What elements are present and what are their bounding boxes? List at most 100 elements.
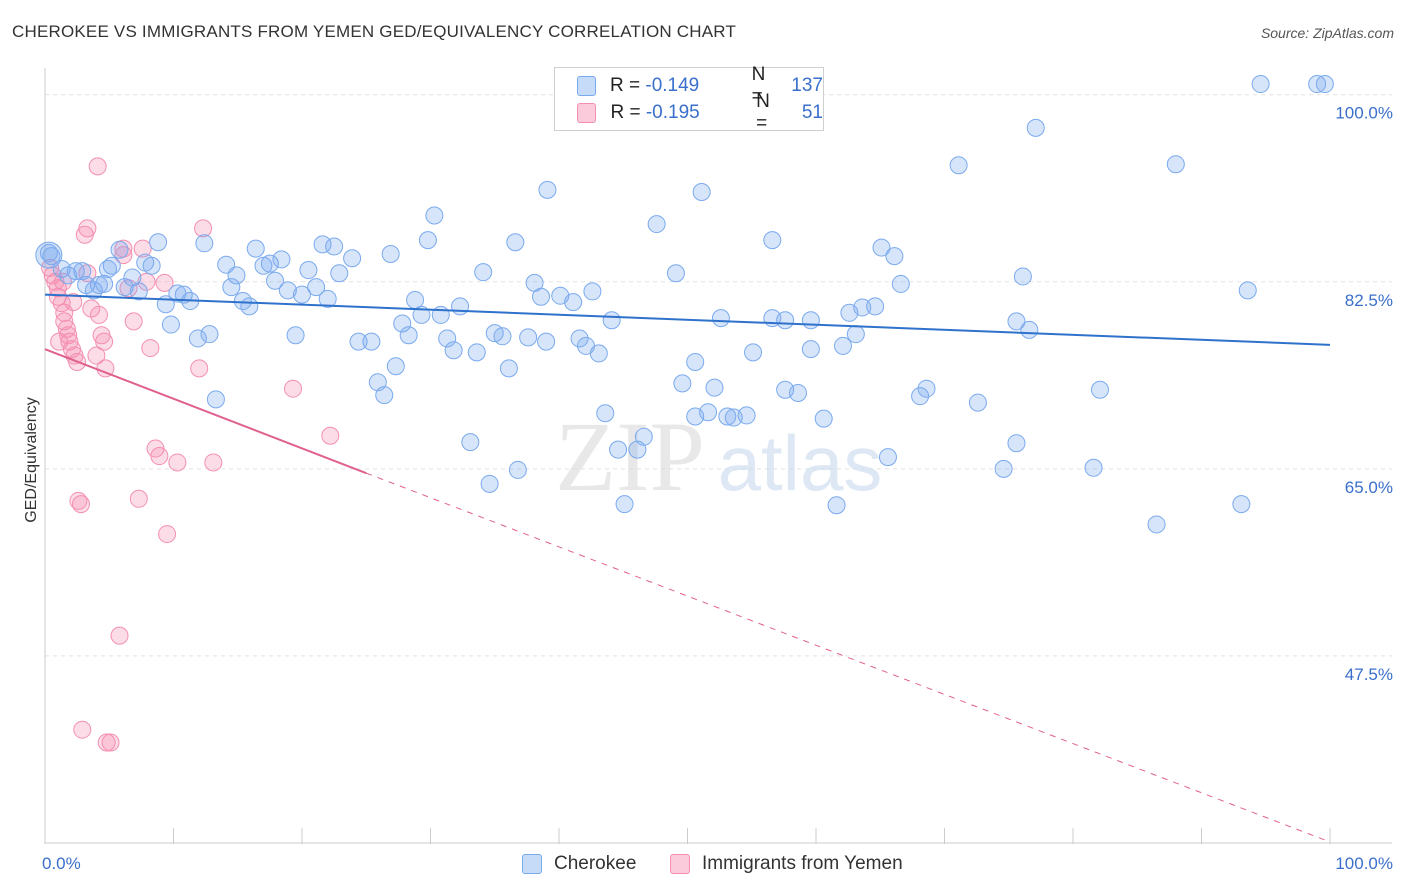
yemen-point-27 [101,733,120,752]
cherokee-point-135 [1232,495,1251,514]
cherokee-point-22 [174,285,193,304]
yemen-point-42 [194,219,213,238]
cherokee-point-132 [1090,380,1109,399]
yemen-point-9 [59,326,78,345]
cherokee-point-111 [827,496,846,515]
cherokee-point-75 [532,287,551,306]
yemen-point-49 [64,293,83,312]
cherokee-point-48 [349,332,368,351]
cherokee-point-41 [299,261,318,280]
yemen-point-19 [82,299,101,318]
cherokee-point-134 [1166,155,1185,174]
legend-r-yemen: R = -0.195 [610,102,756,124]
cherokee-point-124 [968,393,987,412]
yemen-point-14 [69,491,88,510]
cherokee-point-62 [444,341,463,360]
cherokee-point-5 [73,262,92,281]
yemen-point-32 [129,489,148,508]
legend-r-label: R = [609,75,641,96]
yemen-point-48 [50,332,69,351]
cherokee-trend-line [44,293,1331,346]
cherokee-point-35 [260,254,279,273]
yemen-point-16 [73,720,92,739]
cherokee-point-122 [917,379,936,398]
cherokee-point-98 [711,309,730,328]
cherokee-point-59 [425,206,444,225]
cherokee-point-51 [375,386,394,405]
cherokee-point-44 [318,289,337,308]
cherokee-point-123 [949,156,968,175]
cherokee-point-128 [1013,267,1032,286]
legend-r-cherokee: R = -0.149 [610,75,752,97]
cherokee-point-93 [686,352,705,371]
legend-swatch-yemen [577,103,597,123]
cherokee-point-29 [222,278,241,297]
yemen-point-37 [150,447,169,466]
cherokee-point-99 [718,407,737,426]
cherokee-point-133 [1147,515,1166,534]
cherokee-point-76 [537,332,556,351]
cherokee-point-79 [564,293,583,312]
axes [44,68,1392,844]
cherokee-point-64 [461,433,480,452]
cherokee-point-117 [872,238,891,257]
cherokee-point-82 [583,282,602,301]
yemen-trend-line [44,348,367,475]
cherokee-point-46 [330,264,349,283]
legend-n-value: 137 [791,75,823,96]
cherokee-point-30 [227,266,246,285]
cherokee-point-0 [39,243,58,262]
cherokee-point-130 [1026,118,1045,137]
cherokee-point-102 [744,343,763,362]
yemen-point-24 [95,332,114,351]
watermark: ZIP atlas [555,401,882,512]
y-tick-label-1: 82.5% [1345,291,1393,310]
yemen-point-46 [78,219,97,238]
correlation-legend: R = -0.149 N = 137 R = -0.195 N = 51 [554,64,824,134]
cherokee-point-118 [878,448,897,467]
yemen-point-43 [204,453,223,472]
cherokee-point-110 [814,409,833,428]
cherokee-point-56 [406,290,425,309]
cherokee-point-15 [129,282,148,301]
cherokee-point-4 [66,262,85,281]
cherokee-point-61 [438,329,457,348]
cherokee-points [35,75,1334,534]
y-tick-label-2: 65.0% [1345,478,1393,497]
bottom-legend-cherokee-label: Cherokee [554,853,637,874]
cherokee-point-126 [1007,312,1026,331]
yemen-point-40 [168,453,187,472]
x-tick-label-0: 0.0% [42,854,81,873]
yemen-points [41,157,340,752]
watermark-zip: ZIP [555,401,705,512]
cherokee-point-119 [885,247,904,266]
cherokee-point-97 [705,378,724,397]
cherokee-point-114 [846,325,865,344]
cherokee-point-45 [325,237,344,256]
cherokee-point-136 [1238,281,1257,300]
legend-n-label: N = [756,91,770,134]
cherokee-point-83 [589,344,608,363]
trend-lines [44,293,1331,843]
cherokee-point-67 [480,474,499,493]
cherokee-point-17 [142,256,161,275]
cherokee-point-84 [596,404,615,423]
cherokee-point-108 [801,311,820,330]
y-axis-label: GED/Equivalency [23,397,40,522]
legend-row-cherokee: R = -0.149 N = 137 [577,64,823,107]
cherokee-point-101 [737,406,756,425]
cherokee-point-9 [95,274,114,293]
x-tick-label-1: 100.0% [1335,854,1393,873]
cherokee-point-125 [994,459,1013,478]
cherokee-point-138 [1308,75,1327,94]
legend-r-label: R = [610,102,641,123]
legend-n-value: 51 [796,102,823,123]
cherokee-point-34 [254,256,273,275]
cherokee-point-20 [161,315,180,334]
cherokee-point-53 [386,357,405,376]
cherokee-point-91 [666,264,685,283]
cherokee-point-24 [188,329,207,348]
yemen-point-31 [124,312,143,331]
yemen-point-28 [110,626,129,645]
